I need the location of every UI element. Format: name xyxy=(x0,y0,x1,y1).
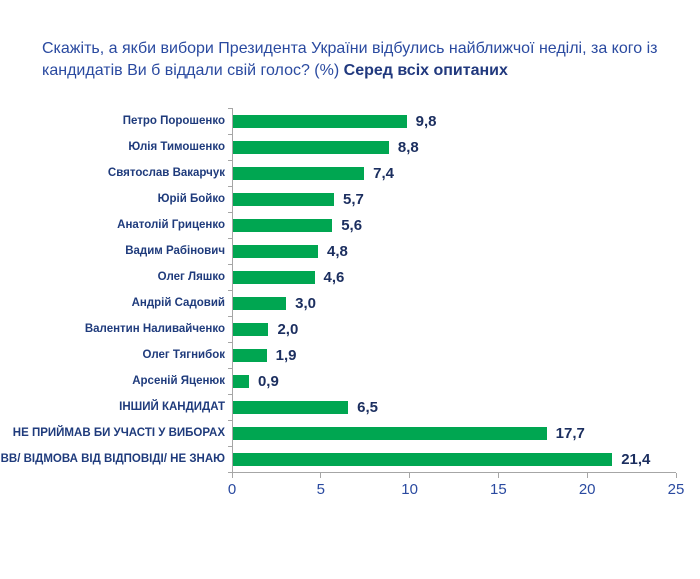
slide: Скажіть, а якби вибори Президента Україн… xyxy=(0,38,700,579)
value-label: 5,6 xyxy=(341,216,363,234)
chart-row: Юрій Бойко 5,7 xyxy=(0,186,676,213)
chart-row: Андрій Садовий 3,0 xyxy=(0,290,676,317)
bar-track: 3,0 xyxy=(228,290,676,317)
category-label: Вадим Рабінович xyxy=(125,245,225,257)
title-question: Скажіть, а якби вибори Президента Україн… xyxy=(42,40,658,79)
value-label: 17,7 xyxy=(555,424,585,442)
chart-row: Арсеній Яценюк 0,9 xyxy=(0,368,676,395)
bar xyxy=(233,270,315,284)
bar-track: 2,0 xyxy=(228,316,676,343)
category-label: ВВ/ ВІДМОВА ВІД ВІДПОВІДІ/ НЕ ЗНАЮ xyxy=(0,453,225,465)
x-axis-tick xyxy=(231,473,233,478)
value-label: 6,5 xyxy=(357,398,379,416)
x-axis-tick xyxy=(320,473,322,478)
bar xyxy=(233,244,319,258)
value-label: 3,0 xyxy=(295,294,317,312)
bar xyxy=(233,140,389,154)
value-label: 4,8 xyxy=(327,242,348,260)
category-label: Святослав Вакарчук xyxy=(107,167,225,179)
category-label: Олег Тягнибок xyxy=(142,349,225,361)
chart-row: Олег Ляшко 4,6 xyxy=(0,264,676,291)
category-label: Анатолій Гриценко xyxy=(117,219,225,231)
bar-track: 5,7 xyxy=(228,186,676,213)
category-label: Юрій Бойко xyxy=(157,193,225,205)
value-label: 4,6 xyxy=(323,268,345,286)
bar-track: 17,7 xyxy=(228,420,676,447)
value-label: 7,4 xyxy=(373,164,394,182)
chart-row: Олег Тягнибок 1,9 xyxy=(0,342,676,369)
chart-row: Юлія Тимошенко 8,8 xyxy=(0,134,676,161)
value-label: 2,0 xyxy=(277,320,299,338)
x-axis-tick-label: 5 xyxy=(316,481,325,498)
bar xyxy=(233,296,287,310)
bar-track: 9,8 xyxy=(228,108,676,135)
value-label: 5,7 xyxy=(343,190,364,208)
value-label: 0,9 xyxy=(257,372,279,390)
chart-row: ВВ/ ВІДМОВА ВІД ВІДПОВІДІ/ НЕ ЗНАЮ 21,4 xyxy=(0,446,676,473)
bar-chart: Петро Порошенко 9,8 Юлія Тимошенко 8,8 Свято… xyxy=(0,108,684,512)
bar-track: 5,6 xyxy=(228,212,676,239)
bar-track: 4,6 xyxy=(228,264,676,291)
bar xyxy=(233,426,547,440)
chart-row: Святослав Вакарчук 7,4 xyxy=(0,160,676,187)
x-axis-tick-label: 20 xyxy=(578,481,596,498)
bar-track: 1,9 xyxy=(228,342,676,369)
title-emphasis: Серед всіх опитаних xyxy=(343,62,508,79)
bar-track: 0,9 xyxy=(228,368,676,395)
bar xyxy=(233,218,333,232)
chart-rows: Петро Порошенко 9,8 Юлія Тимошенко 8,8 Свято… xyxy=(0,108,676,473)
x-axis-tick xyxy=(675,473,677,478)
x-axis-tick xyxy=(586,473,588,478)
chart-row: Вадим Рабінович 4,8 xyxy=(0,238,676,265)
category-label: Петро Порошенко xyxy=(122,115,225,127)
x-axis-tick-label: 0 xyxy=(227,481,237,498)
chart-row: Валентин Наливайченко 2,0 xyxy=(0,316,676,343)
value-label: 1,9 xyxy=(275,346,297,364)
value-label: 8,8 xyxy=(397,138,419,156)
x-axis-tick-label: 25 xyxy=(667,481,685,498)
chart-title: Скажіть, а якби вибори Президента Україн… xyxy=(42,38,662,82)
category-label: Андрій Садовий xyxy=(131,297,225,309)
bar xyxy=(233,322,269,336)
category-label: Арсеній Яценюк xyxy=(132,375,225,387)
x-axis-tick xyxy=(497,473,499,478)
x-axis-tick xyxy=(409,473,411,478)
value-label: 9,8 xyxy=(415,112,437,130)
chart-row: НЕ ПРИЙМАВ БИ УЧАСТІ У ВИБОРАХ 17,7 xyxy=(0,420,676,447)
chart-row: Петро Порошенко 9,8 xyxy=(0,108,676,135)
chart-row: Анатолій Гриценко 5,6 xyxy=(0,212,676,239)
bar xyxy=(233,166,365,180)
category-label: Валентин Наливайченко xyxy=(84,323,225,335)
bar xyxy=(233,400,349,414)
chart-row: ІНШИЙ КАНДИДАТ 6,5 xyxy=(0,394,676,421)
bar xyxy=(233,452,613,466)
bar xyxy=(233,114,407,128)
bar-track: 4,8 xyxy=(228,238,676,265)
category-label: Юлія Тимошенко xyxy=(128,141,225,153)
category-label: ІНШИЙ КАНДИДАТ xyxy=(119,401,225,413)
x-axis: 0 5 10 15 20 25 xyxy=(228,472,684,512)
bar-track: 8,8 xyxy=(228,134,676,161)
bar-track: 21,4 xyxy=(228,446,676,473)
bar-track: 7,4 xyxy=(228,160,676,187)
value-label: 21,4 xyxy=(621,450,651,468)
category-label: Олег Ляшко xyxy=(157,271,225,283)
bar xyxy=(233,348,267,362)
bar xyxy=(233,192,334,206)
x-axis-tick-label: 10 xyxy=(401,481,418,498)
bar-track: 6,5 xyxy=(228,394,676,421)
bar xyxy=(233,374,249,388)
category-label: НЕ ПРИЙМАВ БИ УЧАСТІ У ВИБОРАХ xyxy=(12,427,225,439)
x-axis-tick-label: 15 xyxy=(490,481,507,498)
